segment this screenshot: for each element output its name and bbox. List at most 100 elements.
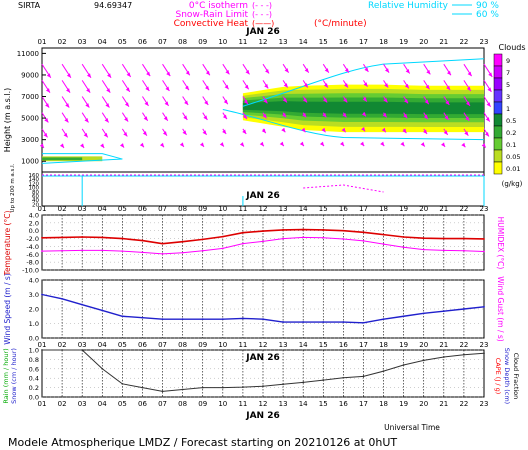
hour-p4-tick-22: 22 xyxy=(459,341,468,349)
wind-arrow-head xyxy=(265,69,270,74)
cloud-fraction-line-point xyxy=(121,382,124,385)
wind-panel-tick-4.0: 4.0 xyxy=(29,277,39,285)
wind-speed-line-point xyxy=(242,317,244,320)
legend-key-0: (- - -) xyxy=(252,1,272,10)
legend-label-2: Convective Heat xyxy=(174,19,249,29)
wind-arrow-head xyxy=(64,117,69,123)
wind-arrow-head xyxy=(163,116,168,121)
wind-speed-line-point xyxy=(201,318,204,321)
hour-bottom-tick-09: 09 xyxy=(198,400,207,408)
temperature-line-point xyxy=(242,231,244,234)
wind-arrow-head xyxy=(383,97,388,103)
humidex-line-point xyxy=(262,240,264,243)
temp-panel-tick--4.0: -4.0 xyxy=(26,243,39,251)
wind-arrow-head xyxy=(219,142,224,147)
colorbar-swatch-9 xyxy=(493,161,503,175)
wind-arrow-head xyxy=(443,130,448,135)
wind-arrow-head xyxy=(222,129,227,134)
humidex-line-point xyxy=(422,248,425,251)
wind-arrow-head xyxy=(404,98,409,104)
humidex-line-point xyxy=(181,251,184,254)
temperature-line-point xyxy=(442,237,445,240)
wind-arrow-head xyxy=(441,142,446,147)
rain-panel-tick-0.0: 0.0 xyxy=(29,394,39,402)
hour-p4-tick-20: 20 xyxy=(419,341,428,349)
hour-p2-tick-16: 16 xyxy=(339,205,348,213)
hour-p2-tick-18: 18 xyxy=(379,205,388,213)
cloudfraction-axis-label: Cloud Fraction xyxy=(512,353,520,400)
cloud-fraction-line-point xyxy=(483,352,485,355)
wind-arrow-head xyxy=(182,130,187,135)
wind-arrow-head xyxy=(224,84,229,90)
wind-arrow-head xyxy=(202,130,207,135)
wind-arrow-head xyxy=(446,70,451,76)
wind-arrow-head xyxy=(100,143,105,148)
colorbar-swatch-4 xyxy=(493,101,503,115)
snow-axis-label: Snow (cm / hour) xyxy=(10,348,18,404)
humidex-line-point xyxy=(161,252,164,255)
hour-top-tick-03: 03 xyxy=(78,38,87,46)
wind-speed-line-point xyxy=(41,293,43,296)
cloud-fraction-line-point xyxy=(141,386,144,389)
colorbar-level-9: 0.01 xyxy=(506,165,520,173)
wind-arrow-head xyxy=(124,102,129,107)
temperature-line-point xyxy=(342,229,345,232)
temp-panel-tick-0.0: 0.0 xyxy=(29,227,39,235)
hour-top-tick-14: 14 xyxy=(299,38,308,46)
wind-speed-line-point xyxy=(161,318,164,321)
hour-p2-tick-08: 08 xyxy=(178,205,187,213)
rain-panel-tick-1.0: 1.0 xyxy=(29,347,39,355)
cloud-fraction-line-point xyxy=(362,375,365,378)
hour-top-tick-21: 21 xyxy=(439,38,448,46)
hour-p4-tick-07: 07 xyxy=(158,341,167,349)
colorbar-swatch-7 xyxy=(493,137,503,151)
hour-bottom-tick-15: 15 xyxy=(319,400,328,408)
wind-speed-line-point xyxy=(422,312,425,315)
wind-arrow-head xyxy=(264,83,269,89)
hour-bottom-tick-03: 03 xyxy=(78,400,87,408)
hour-top-tick-02: 02 xyxy=(58,38,67,46)
hour-top-tick-06: 06 xyxy=(138,38,147,46)
temp-axis-label: Temperature (°C) xyxy=(3,211,12,277)
wind-arrow-head xyxy=(139,142,144,148)
temperature-line-point xyxy=(181,240,184,243)
humidex-line-point xyxy=(463,249,465,252)
wind-arrow-head xyxy=(403,113,408,119)
lower-tick-40: 40 xyxy=(32,198,39,204)
hour-p2-tick-23: 23 xyxy=(480,205,489,213)
hour-top-tick-07: 07 xyxy=(158,38,167,46)
humidex-line-point xyxy=(282,237,284,240)
hour-p2-tick-14: 14 xyxy=(299,205,308,213)
hour-top-tick-18: 18 xyxy=(379,38,388,46)
wind-arrow-head xyxy=(445,100,450,106)
hour-bottom-tick-07: 07 xyxy=(158,400,167,408)
lower-tick-140: 140 xyxy=(29,177,40,183)
wind-arrow-head xyxy=(362,97,367,102)
temperature-line-point xyxy=(322,229,325,231)
wind-arrow-head xyxy=(103,132,108,138)
temperature-line-point xyxy=(221,235,224,238)
wind-arrow-head xyxy=(65,103,70,108)
wind-speed-line-point xyxy=(282,321,284,323)
hour-top-tick-09: 09 xyxy=(198,38,207,46)
temperature-line-point xyxy=(201,238,204,241)
hour-top-tick-13: 13 xyxy=(279,38,288,46)
wind-arrow-head xyxy=(86,73,91,78)
wind-arrow-head xyxy=(184,85,189,91)
humidex-axis-label: HUMIDEX (°C) xyxy=(496,217,505,270)
humidex-line-point xyxy=(242,242,244,245)
wind-arrow-head xyxy=(203,115,208,120)
temperature-line-point xyxy=(101,236,104,239)
wind-speed-line-point xyxy=(483,305,485,308)
wind-arrow-head xyxy=(282,97,287,103)
hour-bottom-tick-12: 12 xyxy=(259,400,268,408)
hour-bottom-tick-10: 10 xyxy=(218,400,227,408)
cloud-fraction-line-point xyxy=(81,349,84,351)
hour-bottom-tick-13: 13 xyxy=(279,400,288,408)
wind-arrow-head xyxy=(184,100,189,106)
wind-arrow-head xyxy=(124,117,129,122)
wind-arrow-head xyxy=(302,112,307,118)
rh-lower-contour xyxy=(81,176,485,206)
wind-arrow-head xyxy=(446,85,451,91)
